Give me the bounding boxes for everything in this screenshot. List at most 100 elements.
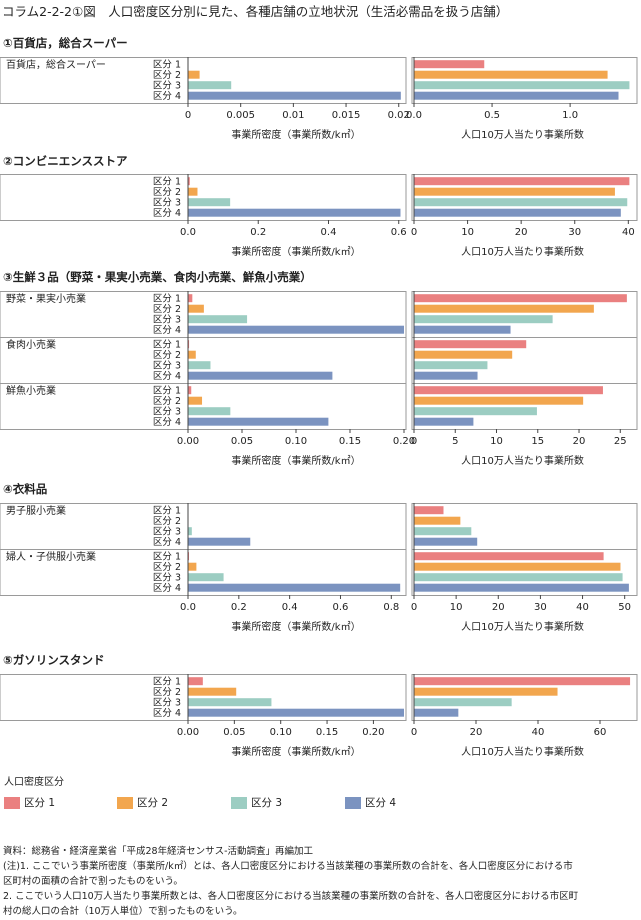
x-tick-label: 30 [534,602,547,613]
per-capita-bar [414,340,527,349]
category-label: 区分 4 [153,371,181,382]
left-panel-frame [0,174,407,221]
category-label: 区分 1 [153,552,181,563]
density-bar [188,417,329,426]
per-capita-bar [414,208,621,217]
category-label: 区分 2 [153,350,181,361]
legend-swatch [231,796,247,809]
density-bar [188,371,333,380]
group-label: 食肉小売業 [6,338,56,351]
x-tick-label: 0 [411,727,417,738]
density-bar [188,677,203,686]
per-capita-bar [414,325,511,334]
chart-svg: 区分 1区分 2区分 3区分 4 0.0 0.2 0.4 0.6 0 10 20 30 40 事業所… [0,174,638,258]
x-tick-label: 0.4 [321,227,337,238]
category-label: 区分 2 [153,562,181,573]
category-label: 区分 1 [153,677,181,688]
per-capita-bar [414,677,631,686]
per-capita-bar [414,396,584,405]
category-label: 区分 4 [153,417,181,428]
x-tick-label: 0.0 [180,602,196,613]
category-label: 区分 2 [153,304,181,315]
right-axis-title: 人口10万人当たり事業所数 [461,128,584,141]
x-tick-label: 20 [492,602,505,613]
density-bar [188,294,193,303]
legend-swatch [4,796,20,809]
per-capita-bar [414,552,604,561]
category-label: 区分 3 [153,315,181,326]
legend-item: 区分 1 [4,792,55,811]
x-tick-label: 0 [411,227,417,238]
x-tick-label: 0.05 [231,436,253,447]
x-tick-label: 0.5 [484,110,500,121]
density-bar [188,81,232,90]
x-tick-label: 15 [531,436,544,447]
right-axis-title: 人口10万人当たり事業所数 [461,745,584,758]
x-tick-label: 10 [461,227,474,238]
section-title-fresh-food: ③生鮮３品（野菜・果実小売業、食肉小売業、鮮魚小売業） [3,270,312,284]
group-label: 鮮魚小売業 [6,384,56,397]
density-bar [188,708,404,717]
per-capita-bar [414,583,629,592]
x-tick-label: 0.20 [393,436,415,447]
category-label: 区分 4 [153,583,181,594]
category-label: 区分 2 [153,396,181,407]
section-title-gas-station: ⑤ガソリンスタンド [3,653,105,667]
per-capita-bar [414,417,474,426]
right-axis-title: 人口10万人当たり事業所数 [461,620,584,633]
left-axis-title: 事業所密度（事業所数/k㎡） [231,745,360,758]
category-label: 区分 3 [153,698,181,709]
x-tick-label: 30 [568,227,581,238]
category-label: 区分 3 [153,361,181,372]
density-bar [188,552,190,561]
x-tick-label: 0.02 [388,110,410,121]
per-capita-bar [414,516,461,525]
left-axis-title: 事業所密度（事業所数/k㎡） [231,128,360,141]
right-panel-frame [411,57,638,104]
right-axis-title: 人口10万人当たり事業所数 [461,454,584,467]
density-bar [188,573,224,582]
right-panel-frame [411,674,638,721]
left-axis-title: 事業所密度（事業所数/k㎡） [231,454,360,467]
group-label: 男子服小売業 [6,504,66,517]
legend-label: 区分 3 [251,797,283,809]
per-capita-bar [414,687,558,696]
category-label: 区分 1 [153,177,181,188]
category-label: 区分 4 [153,708,181,719]
x-tick-label: 0 [185,110,191,121]
density-bar [188,91,401,100]
per-capita-bar [414,81,630,90]
legend-item: 区分 4 [345,792,396,811]
per-capita-bar [414,350,513,359]
per-capita-bar [414,506,444,515]
legend-item: 区分 2 [117,792,168,811]
x-tick-label: 60 [594,727,607,738]
category-label: 区分 1 [153,506,181,517]
note-source: 資料：総務省・経済産業省「平成28年経済センサス-活動調査」再編加工 [3,846,314,857]
category-label: 区分 3 [153,527,181,538]
left-axis-title: 事業所密度（事業所数/k㎡） [231,245,360,258]
legend-swatch [117,796,133,809]
category-label: 区分 1 [153,60,181,71]
x-tick-label: 0.00 [177,727,199,738]
legend-label: 区分 2 [137,797,169,809]
category-label: 区分 3 [153,81,181,92]
density-bar [188,198,231,207]
category-label: 区分 1 [153,340,181,351]
density-bar [188,315,248,324]
chart-svg: 区分 1区分 2区分 3区分 4 0.00 0.05 0.10 0.15 0.20 0 20 4… [0,674,638,758]
chart-svg: 百貨店，総合スーパー 区分 1区分 2区分 3区分 40 0.005 0.01 0.01… [0,57,638,141]
density-bar [188,687,237,696]
density-bar [188,527,192,536]
per-capita-bar [414,708,459,717]
x-tick-label: 50 [618,602,631,613]
density-bar [188,386,192,395]
density-bar [188,361,211,370]
chart-svg: 男子服小売業 区分 1区分 2区分 3区分 4婦人・子供服小売業 区分 1区分 2区… [0,503,638,633]
x-tick-label: 0.0 [180,227,196,238]
x-tick-label: 0.05 [223,727,245,738]
category-label: 区分 1 [153,386,181,397]
category-label: 区分 4 [153,537,181,548]
density-bar [188,187,198,196]
